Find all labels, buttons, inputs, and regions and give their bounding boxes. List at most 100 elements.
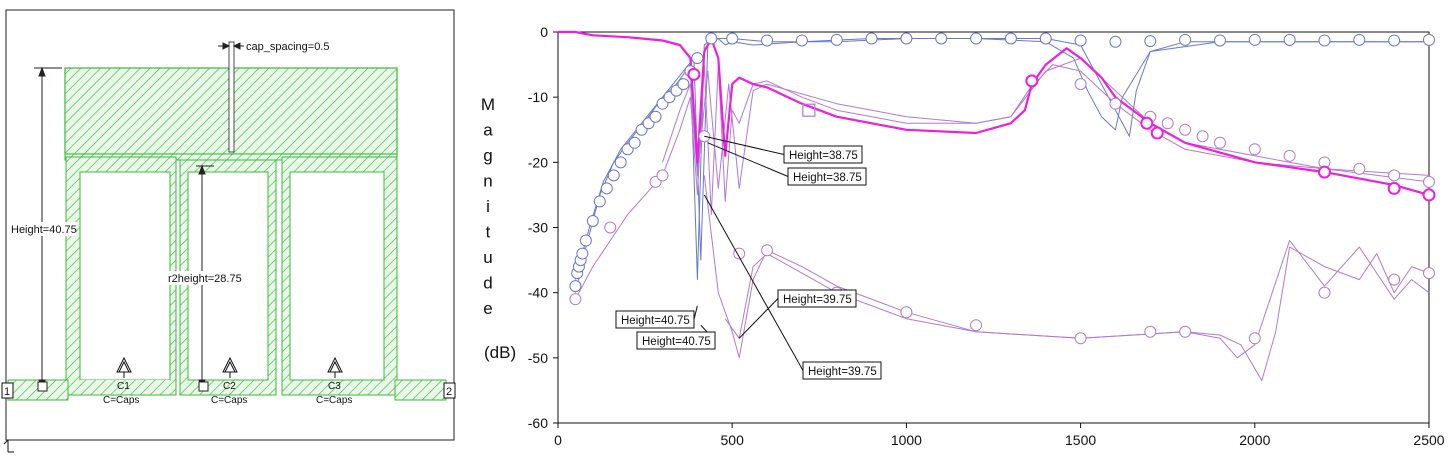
data-point-marker	[1039, 32, 1052, 45]
cap-spacing-gap	[228, 41, 235, 153]
data-point-marker	[1161, 117, 1174, 130]
origin-marker-icon	[3, 439, 14, 453]
chart-annotations: Height=38.75 Height=38.75 Height=40.75 Heig…	[615, 135, 882, 380]
svg-text:C3: C3	[328, 381, 341, 392]
y-tick-label: -10	[528, 89, 548, 105]
x-tick-label: 500	[721, 432, 745, 448]
annotation-label: Height=40.75	[642, 336, 711, 348]
x-tick-label: 0	[554, 432, 562, 448]
annotation-label: Height=40.75	[621, 315, 690, 327]
data-point-marker	[1179, 325, 1192, 338]
data-point-marker	[935, 32, 948, 45]
port-2[interactable]: 2	[443, 382, 456, 399]
data-point-marker	[1317, 165, 1331, 179]
data-point-marker	[1353, 162, 1366, 175]
data-point-marker	[1283, 33, 1296, 46]
data-point-marker	[604, 221, 617, 234]
data-point-marker	[1283, 149, 1296, 162]
y-tick-label: -20	[528, 154, 548, 170]
data-point-marker	[607, 169, 620, 182]
data-point-marker	[865, 32, 878, 45]
data-point-marker	[1388, 273, 1401, 286]
series-line-6	[724, 240, 1430, 359]
y-axis-label-letter: d	[483, 274, 492, 293]
annotation-leader	[703, 194, 804, 371]
data-point-marker	[1388, 34, 1401, 47]
y-axis-label-letter: M	[481, 95, 495, 114]
data-point-marker	[1248, 332, 1261, 345]
square-marker	[802, 103, 816, 117]
data-point-marker	[705, 32, 718, 45]
data-point-marker	[1388, 169, 1401, 182]
data-point-marker	[1353, 33, 1366, 46]
annotation-box	[783, 145, 863, 164]
data-point-marker	[593, 195, 606, 208]
cap-spacing-dimension	[218, 42, 244, 50]
port-1[interactable]: 1	[1, 382, 14, 399]
data-point-marker	[900, 32, 913, 45]
data-point-marker	[628, 136, 641, 149]
data-point-marker	[970, 32, 983, 45]
data-point-marker	[1248, 143, 1261, 156]
feed-line-right	[394, 379, 447, 401]
data-point-marker	[1109, 35, 1122, 48]
capacitor-icon	[222, 356, 238, 378]
annotation-label: Height=38.75	[789, 150, 858, 162]
data-point-marker	[1196, 130, 1209, 143]
y-tick-label: -60	[528, 415, 548, 431]
svg-text:2: 2	[446, 386, 452, 398]
annotation-label: Height=38.75	[793, 172, 862, 184]
annotation-leader	[707, 142, 789, 177]
data-point-marker	[1318, 286, 1331, 299]
data-point-marker	[733, 247, 746, 260]
cap-c3[interactable]: C3 C=Caps	[316, 356, 352, 406]
layout-frame	[5, 9, 455, 441]
y-axis-label-letter: t	[486, 223, 491, 242]
resonator-3	[281, 156, 398, 396]
cap-c2[interactable]: C2 C=Caps	[211, 356, 247, 406]
series-line-1	[574, 38, 1429, 293]
data-point-marker	[576, 247, 589, 260]
data-point-marker	[1423, 175, 1435, 188]
annotation-box	[787, 167, 867, 186]
cap-spacing-label: cap_spacing=0.5	[246, 41, 329, 53]
series-line-7	[558, 30, 1430, 196]
data-point-marker	[1213, 34, 1226, 47]
data-point-marker	[1144, 35, 1157, 48]
data-point-marker	[579, 234, 592, 247]
data-point-marker	[970, 319, 983, 332]
r2height-label: r2height=28.75	[168, 273, 242, 285]
data-point-marker	[1423, 33, 1435, 46]
annotation-box	[636, 331, 716, 350]
x-tick-label: 2000	[1239, 432, 1270, 448]
svg-text:C=Caps: C=Caps	[211, 395, 247, 406]
data-point-marker	[687, 67, 701, 81]
data-point-marker	[569, 293, 582, 306]
annotation-label: Height=39.75	[783, 294, 852, 306]
data-point-marker	[1140, 116, 1154, 130]
annotation-leader	[738, 298, 779, 339]
data-point-marker	[1318, 34, 1331, 47]
y-axis-label-letter: u	[483, 248, 492, 267]
x-tick-label: 1000	[891, 432, 922, 448]
annotation-leader	[693, 305, 698, 320]
data-point-marker	[1387, 181, 1401, 195]
data-point-marker	[1025, 74, 1039, 88]
data-point-marker	[586, 214, 599, 227]
svg-text:C=Caps: C=Caps	[103, 395, 139, 406]
data-point-marker	[726, 32, 739, 45]
cap-c1[interactable]: C1 C=Caps	[103, 356, 139, 406]
y-axis-label-letter: a	[483, 121, 493, 140]
y-axis-label-letter: e	[483, 299, 492, 318]
data-point-marker	[1422, 188, 1436, 202]
resonator-1	[65, 156, 177, 396]
data-point-marker	[1144, 325, 1157, 338]
data-point-marker	[1179, 33, 1192, 46]
data-point-marker	[600, 182, 613, 195]
y-axis-label-letter: i	[486, 197, 490, 216]
series-line-5	[703, 175, 1430, 382]
data-point-marker	[761, 34, 774, 47]
data-point-marker	[830, 33, 843, 46]
